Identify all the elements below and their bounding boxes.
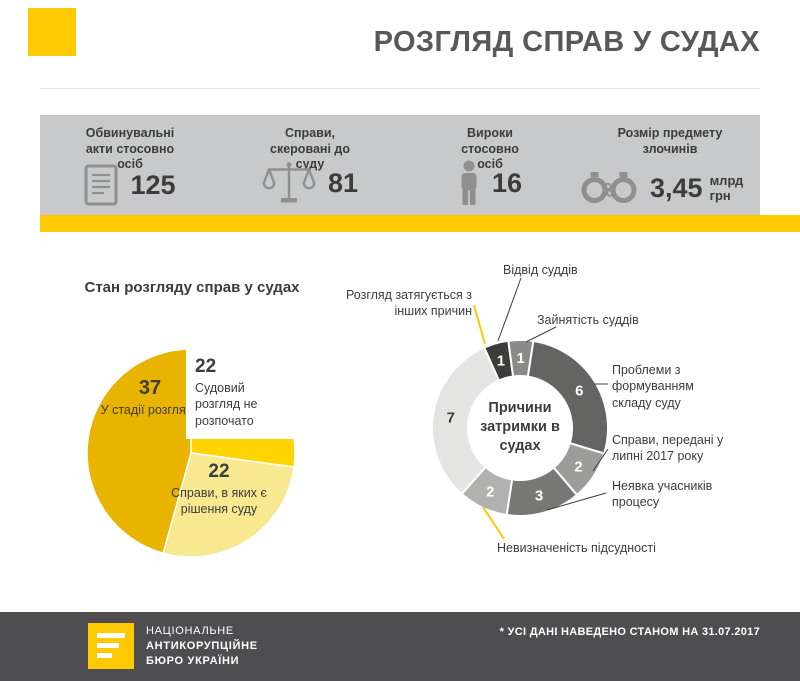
handcuffs-icon (580, 170, 638, 206)
donut-segment-value: 7 (447, 409, 455, 426)
callout-jurisdiction: Невизначеність підсудності (497, 541, 656, 555)
donut-segment-value: 3 (535, 487, 543, 504)
org-line-3: БЮРО УКРАЇНИ (146, 655, 240, 667)
pie-value-decided: 22 (208, 461, 230, 482)
stat-crime-amount-value: 3,45 (650, 172, 703, 203)
stat-verdicts-row: 16 (458, 160, 522, 206)
stat-crime-amount-row: 3,45 млрд грн (580, 170, 760, 206)
pie-value-not-started: 22 (195, 356, 217, 377)
stat-crime-amount: Розмір предмету злочинів 3,45 (580, 115, 760, 215)
pie-text-decided: Справи, в яких є рішення суду (171, 486, 267, 517)
stat-indictments: Обвинувальні акти стосовно осіб 125 (40, 115, 220, 215)
stat-indictments-row: 125 (84, 164, 176, 206)
donut-segment-value: 6 (575, 383, 583, 400)
person-icon (458, 160, 480, 206)
yellow-accent-stripe (40, 215, 800, 232)
callout-recusal: Відвід суддів (503, 263, 578, 277)
stats-bar: Обвинувальні акти стосовно осіб 125 Спра… (40, 115, 760, 215)
pie-label-not-started: 22 Судовий розгляд не розпочато (186, 349, 299, 439)
pie-label-decided: 22 Справи, в яких є рішення суду (163, 461, 275, 518)
org-name: НАЦІОНАЛЬНЕ АНТИКОРУПЦІЙНЕ БЮРО УКРАЇНИ (146, 624, 258, 669)
pie-slice (162, 452, 295, 558)
stat-verdicts: Вироки стосовно осіб 16 (400, 115, 580, 215)
donut-segment-value: 1 (516, 350, 524, 367)
callout-other-reasons: Розгляд затягується з інших причин (346, 288, 472, 319)
document-icon (84, 164, 118, 206)
stat-cases-to-court-value: 81 (327, 167, 359, 198)
title-divider (40, 88, 760, 89)
stat-verdicts-label: Вироки стосовно осіб (461, 126, 519, 172)
footer-bar: НАЦІОНАЛЬНЕ АНТИКОРУПЦІЙНЕ БЮРО УКРАЇНИ … (0, 612, 800, 681)
brand-yellow-square (28, 8, 76, 56)
callout-court-formation: Проблеми з формуванням складу суду (612, 363, 694, 410)
stat-cases-to-court: Справи, скеровані до суду (220, 115, 400, 215)
stat-cases-to-court-label: Справи, скеровані до суду (270, 126, 350, 172)
donut-segment-value: 2 (486, 483, 494, 500)
donut-segment (431, 346, 501, 496)
stat-crime-amount-label: Розмір предмету злочинів (617, 126, 723, 156)
stat-indictments-value: 125 (130, 169, 176, 200)
donut-center-title: Причини затримки в судах (480, 400, 560, 454)
pie-text-in-progress: У стадії розгляду (100, 403, 200, 417)
org-line-2: АНТИКОРУПЦІЙНЕ (146, 640, 258, 652)
pie-chart-title: Стан розгляду справ у судах (84, 279, 300, 296)
stat-crime-amount-unit: млрд грн (709, 173, 744, 203)
nabu-logo-icon (88, 623, 134, 669)
data-as-of-note: * УСІ ДАНІ НАВЕДЕНО СТАНОМ НА 31.07.2017 (499, 626, 760, 638)
stat-cases-to-court-row: 81 (262, 160, 358, 206)
stat-verdicts-value: 16 (491, 167, 523, 198)
stat-indictments-label: Обвинувальні акти стосовно осіб (85, 126, 175, 172)
donut-segment-value: 2 (574, 458, 582, 475)
donut-segment-value: 1 (497, 353, 505, 370)
callout-noshow: Неявка учасників процесу (612, 479, 713, 510)
leader-line-recusal (497, 277, 522, 342)
callout-busy-judges: Зайнятість суддів (537, 313, 639, 327)
pie-slice (86, 348, 192, 555)
org-line-1: НАЦІОНАЛЬНЕ (146, 625, 234, 637)
callout-transferred-july: Справи, передані у липні 2017 року (612, 433, 724, 464)
page-title: РОЗГЛЯД СПРАВ У СУДАХ (373, 26, 760, 58)
pie-text-not-started: Судовий розгляд не розпочато (195, 381, 258, 428)
scales-icon (262, 160, 316, 206)
pie-label-in-progress: 37 У стадії розгляду (98, 377, 202, 418)
pie-value-in-progress: 37 (138, 377, 162, 399)
